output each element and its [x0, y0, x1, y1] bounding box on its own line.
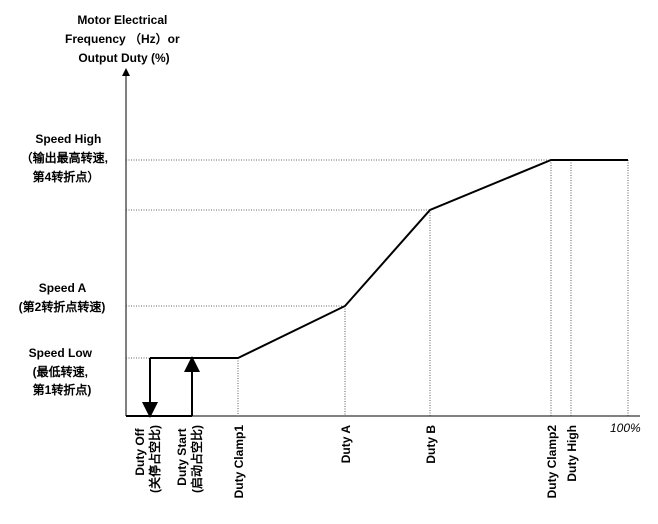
speed-a-label: Speed A (第2转折点转速): [19, 281, 106, 314]
frequency-curve-upper: [150, 159, 628, 359]
percent-100-label: 100%: [610, 421, 641, 435]
duty-clamp1-label: Duty Clamp1: [232, 425, 246, 499]
duty-start-label: Duty Start (启动占空比): [175, 425, 204, 493]
y-axis-title: Motor Electrical Frequency （Hz）or Output…: [65, 13, 183, 65]
duty-a-label: Duty A: [339, 425, 353, 464]
duty-clamp2-label: Duty Clamp2: [545, 425, 559, 499]
speed-low-label: Speed Low (最低转速, 第1转折点): [29, 346, 96, 397]
speed-high-label: Speed High （输出最高转速, 第4转折点）: [21, 132, 112, 184]
duty-high-label: Duty High: [565, 425, 579, 482]
duty-b-label: Duty B: [424, 425, 438, 464]
duty-off-label: Duty Off (关停占空比): [133, 425, 162, 493]
